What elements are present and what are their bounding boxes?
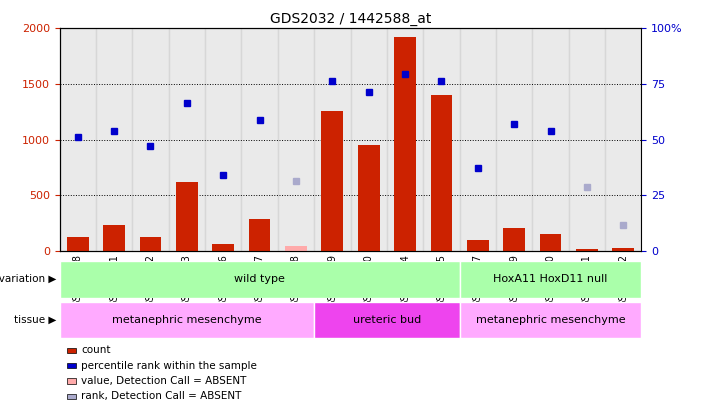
Title: GDS2032 / 1442588_at: GDS2032 / 1442588_at	[270, 12, 431, 26]
Bar	[569, 28, 605, 251]
Bar	[576, 249, 598, 251]
Text: metanephric mesenchyme: metanephric mesenchyme	[476, 315, 625, 325]
Text: value, Detection Call = ABSENT: value, Detection Call = ABSENT	[81, 376, 247, 386]
Bar	[613, 248, 634, 251]
Text: wild type: wild type	[234, 275, 285, 284]
Bar	[241, 28, 278, 251]
Bar	[285, 246, 307, 251]
Bar	[503, 228, 525, 251]
Text: HoxA11 HoxD11 null: HoxA11 HoxD11 null	[494, 275, 608, 284]
Bar	[496, 28, 532, 251]
Bar	[605, 28, 641, 251]
Bar	[212, 244, 234, 251]
Text: ureteric bud: ureteric bud	[353, 315, 421, 325]
Text: metanephric mesenchyme: metanephric mesenchyme	[112, 315, 261, 325]
Bar	[139, 237, 161, 251]
Bar	[540, 234, 562, 251]
Text: rank, Detection Call = ABSENT: rank, Detection Call = ABSENT	[81, 392, 242, 401]
Bar	[103, 226, 125, 251]
Bar	[314, 28, 350, 251]
Bar	[314, 302, 460, 338]
Bar	[205, 28, 241, 251]
Bar	[460, 302, 641, 338]
Text: count: count	[81, 345, 111, 355]
Bar	[467, 240, 489, 251]
Bar	[350, 28, 387, 251]
Bar	[321, 111, 343, 251]
Bar	[96, 28, 132, 251]
Bar	[278, 28, 314, 251]
Text: tissue ▶: tissue ▶	[14, 315, 56, 325]
Bar	[423, 28, 460, 251]
Bar	[176, 182, 198, 251]
Bar	[60, 28, 96, 251]
Text: percentile rank within the sample: percentile rank within the sample	[81, 361, 257, 371]
Bar	[460, 261, 641, 298]
Bar	[169, 28, 205, 251]
Bar	[60, 261, 460, 298]
Bar	[387, 28, 423, 251]
Bar	[460, 28, 496, 251]
Text: genotype/variation ▶: genotype/variation ▶	[0, 275, 56, 284]
Bar	[132, 28, 169, 251]
Bar	[249, 219, 271, 251]
Bar	[394, 37, 416, 251]
Bar	[60, 302, 314, 338]
Bar	[67, 237, 88, 251]
Bar	[358, 145, 380, 251]
Bar	[430, 95, 452, 251]
Bar	[532, 28, 569, 251]
